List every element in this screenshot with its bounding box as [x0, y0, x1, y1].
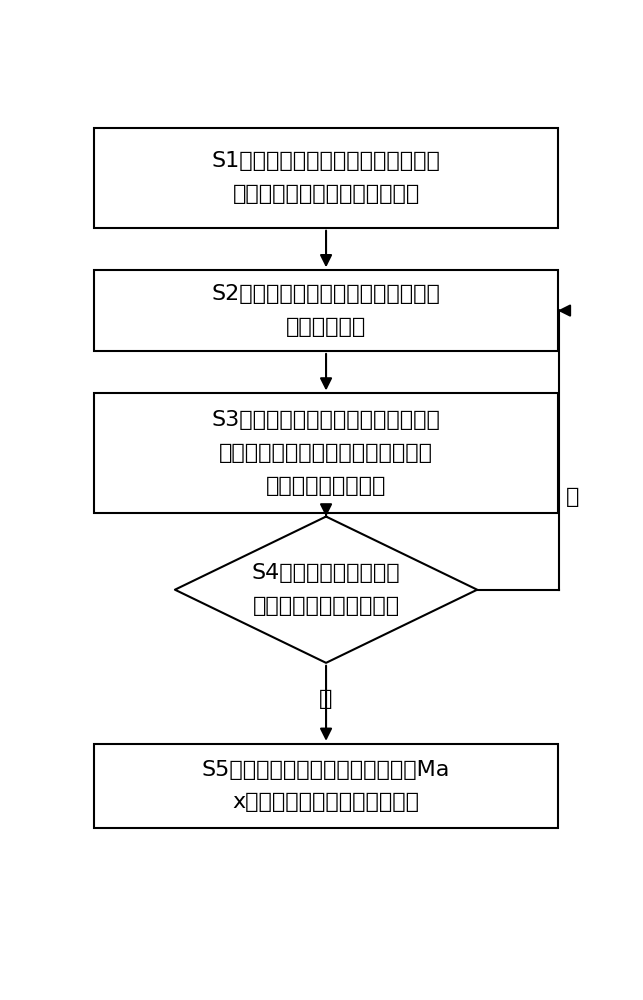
Bar — [95, 270, 557, 351]
Bar — [95, 128, 557, 228]
Bar — [95, 393, 557, 513]
Text: S1、利用输入的部分拓扑对整体拓扑
的度互补累积概率分布进行估计: S1、利用输入的部分拓扑对整体拓扑 的度互补累积概率分布进行估计 — [212, 151, 440, 204]
Text: S3、基于最小相对显著性优先原则选
择当前随机拓扑下的部署节点；并记
录选择的部署节点；: S3、基于最小相对显著性优先原则选 择当前随机拓扑下的部署节点；并记 录选择的部… — [212, 410, 440, 496]
Text: S2、根据估计的互补累积概率分布生
成随机拓扑；: S2、根据估计的互补累积概率分布生 成随机拓扑； — [212, 284, 440, 337]
Bar — [95, 744, 557, 828]
Text: S5、从记录中选择出现次数最多的Ma
x个节点，作为最终的部署节点: S5、从记录中选择出现次数最多的Ma x个节点，作为最终的部署节点 — [202, 760, 450, 812]
Text: 是: 是 — [320, 689, 332, 709]
Text: S4、生成随机拓扑次数
是否已经达到设定的数目: S4、生成随机拓扑次数 是否已经达到设定的数目 — [252, 563, 401, 616]
Text: 否: 否 — [566, 487, 580, 507]
Polygon shape — [175, 517, 477, 663]
